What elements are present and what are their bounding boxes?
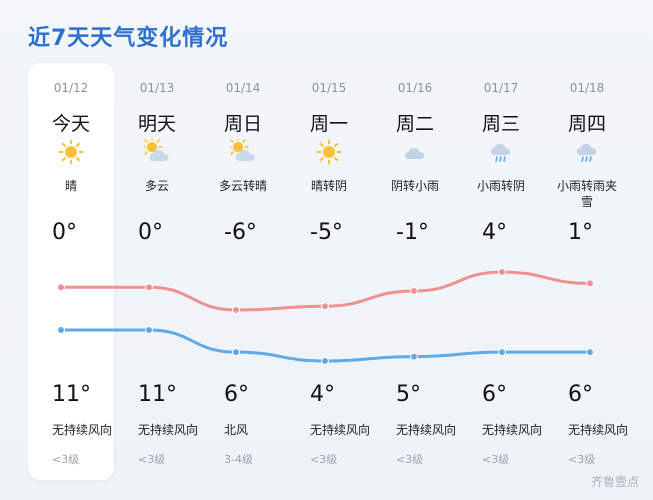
temp-lower: 5° <box>396 382 421 407</box>
upper-temp-point <box>232 306 240 314</box>
wind-level: <3级 <box>138 453 166 466</box>
temp-lower: 11° <box>138 382 177 407</box>
wind-direction: 无持续风向 <box>310 423 371 437</box>
lower-temp-point <box>145 326 153 334</box>
wind-level: <3级 <box>482 453 510 466</box>
cloud-icon <box>402 139 428 165</box>
wind-direction: 无持续风向 <box>568 423 629 437</box>
forecast-day-label: 周一 <box>309 113 348 135</box>
page-title: 近7天天气变化情况 <box>28 26 229 51</box>
lower-temp-point <box>410 352 418 361</box>
weather-description: 晴转阴 <box>310 179 347 193</box>
forecast-date: 01/15 <box>311 81 347 95</box>
temp-lower: 4° <box>310 382 335 407</box>
rain-icon <box>488 139 514 165</box>
upper-temp-point <box>57 283 65 292</box>
forecast-day-label: 周四 <box>567 113 606 135</box>
temp-lower: 6° <box>568 382 593 407</box>
temp-upper: 0° <box>52 220 77 245</box>
wind-level: <3级 <box>568 453 596 466</box>
wind-direction: 无持续风向 <box>482 423 543 437</box>
partly-cloudy-icon <box>141 136 170 165</box>
upper-temp-point <box>145 283 153 292</box>
wind-direction: 无持续风向 <box>396 423 457 437</box>
wind-level: <3级 <box>52 453 80 466</box>
forecast-day-label: 周二 <box>395 113 434 135</box>
upper-temp-point <box>321 302 329 311</box>
forecast-date: 01/12 <box>53 81 89 95</box>
sun-icon <box>58 139 84 165</box>
rain-icon <box>574 139 600 165</box>
lower-temp-point <box>498 348 506 357</box>
forecast-day-label: 明天 <box>137 113 176 135</box>
weather-description: 阴转小雨 <box>390 179 439 193</box>
lower-temp-point <box>57 326 65 334</box>
wind-level: 3-4级 <box>224 453 253 466</box>
weather-description: 小雨转雨夹雪 <box>556 179 617 209</box>
lower-temp-line <box>59 328 592 363</box>
forecast-day-label: 今天 <box>51 113 90 135</box>
temp-upper: -5° <box>310 220 343 245</box>
upper-temp-point <box>410 287 418 295</box>
temp-upper: -6° <box>224 220 257 245</box>
forecast-day-label: 周日 <box>223 113 262 135</box>
temp-upper: 4° <box>482 220 507 245</box>
forecast-date: 01/17 <box>483 81 519 95</box>
weather-description: 小雨转阴 <box>476 179 525 193</box>
wind-direction: 无持续风向 <box>138 423 199 437</box>
weather-description: 多云 <box>144 179 169 193</box>
forecast-day-label: 周三 <box>481 113 520 135</box>
lower-temp-point <box>232 348 240 357</box>
temp-lower: 6° <box>482 382 507 407</box>
wind-direction: 无持续风向 <box>52 423 113 437</box>
temp-upper: 0° <box>138 220 163 245</box>
forecast-date: 01/16 <box>397 81 433 95</box>
temp-upper: -1° <box>396 220 429 245</box>
temp-lower: 11° <box>52 382 91 407</box>
upper-temp-point <box>498 268 506 276</box>
wind-level: <3级 <box>396 453 424 466</box>
forecast-date: 01/13 <box>139 81 175 95</box>
sun-icon <box>316 139 342 165</box>
wind-direction: 北风 <box>224 423 249 437</box>
lower-temp-point <box>586 348 594 357</box>
weather-description: 晴 <box>64 179 77 193</box>
weather-description: 多云转晴 <box>218 179 267 193</box>
upper-temp-point <box>586 279 594 288</box>
temp-upper: 1° <box>568 220 593 245</box>
forecast-date: 01/18 <box>569 81 605 95</box>
wind-level: <3级 <box>310 453 338 466</box>
today-card <box>28 63 114 480</box>
lower-temp-point <box>321 357 329 365</box>
temp-lower: 6° <box>224 382 249 407</box>
forecast-date: 01/14 <box>225 81 261 95</box>
partly-cloudy-icon <box>227 136 256 165</box>
watermark: 齐鲁壹点 <box>590 475 639 489</box>
